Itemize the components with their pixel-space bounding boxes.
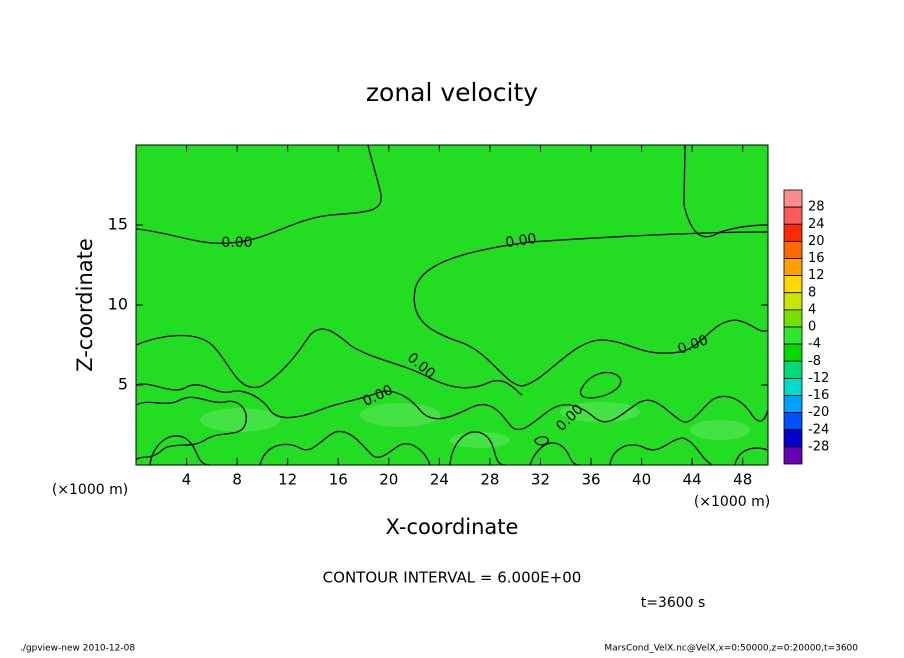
contour-label: 0.00 bbox=[504, 231, 537, 251]
x-unit: (×1000 m) bbox=[52, 482, 128, 498]
footer-left: ./gpview-new 2010-12-08 bbox=[20, 644, 135, 654]
colorbar-label: 4 bbox=[808, 302, 816, 317]
patch bbox=[690, 420, 750, 440]
patch bbox=[200, 408, 280, 432]
contour-interval: CONTOUR INTERVAL = 6.000E+00 bbox=[323, 569, 582, 587]
colorbar-box bbox=[783, 343, 803, 362]
y-tick-label: 15 bbox=[108, 215, 128, 234]
colorbar-box bbox=[783, 326, 803, 345]
contour-line bbox=[135, 396, 247, 461]
colorbar-box bbox=[783, 429, 803, 448]
contour-line bbox=[135, 383, 769, 431]
colorbar-label: -20 bbox=[808, 405, 829, 420]
x-tick-label: 28 bbox=[480, 471, 499, 489]
contours bbox=[135, 144, 769, 466]
colorbar-box bbox=[783, 395, 803, 414]
contour-line bbox=[413, 231, 769, 387]
colorbar-label: 20 bbox=[808, 234, 825, 249]
colorbar-label: 16 bbox=[808, 251, 825, 266]
colorbar-label: -8 bbox=[808, 354, 821, 369]
x-tick-label: 48 bbox=[733, 471, 752, 489]
colorbar-box bbox=[783, 377, 803, 396]
colorbar-label: -12 bbox=[808, 371, 829, 386]
contour-line bbox=[534, 436, 549, 446]
x-tick-label: 40 bbox=[632, 471, 651, 489]
colorbar-box bbox=[783, 412, 803, 431]
patch bbox=[560, 402, 640, 422]
x-tick-label: 44 bbox=[683, 471, 702, 489]
x-tick-label: 32 bbox=[531, 471, 550, 489]
colorbar-label: -4 bbox=[808, 337, 821, 352]
colorbar-label: -24 bbox=[808, 422, 829, 437]
footer-right: MarsCond_VelX.nc@VelX,x=0:50000,z=0:2000… bbox=[604, 644, 858, 654]
x-tick-label: 4 bbox=[182, 471, 192, 489]
chart-title: zonal velocity bbox=[366, 78, 538, 107]
colorbar-label: 8 bbox=[808, 285, 816, 300]
contour-line bbox=[135, 328, 523, 396]
y-axis-label: Z-coordinate bbox=[73, 238, 97, 372]
x-tick-label: 8 bbox=[232, 471, 242, 489]
x-tick-label: 20 bbox=[379, 471, 398, 489]
patch bbox=[450, 432, 510, 448]
colorbar-box bbox=[783, 446, 803, 465]
colorbar-box bbox=[783, 240, 803, 259]
contour-line bbox=[135, 144, 382, 245]
colorbar-box bbox=[783, 275, 803, 294]
colorbar-label: -28 bbox=[808, 439, 829, 454]
colorbar-box bbox=[783, 206, 803, 225]
colorbar-box bbox=[783, 309, 803, 328]
x-tick-label: 36 bbox=[581, 471, 600, 489]
colorbar-box bbox=[783, 292, 803, 311]
colorbar-label: 28 bbox=[808, 200, 825, 215]
x-unit-right: (×1000 m) bbox=[694, 494, 770, 510]
x-tick-label: 12 bbox=[278, 471, 297, 489]
colorbar-box bbox=[783, 360, 803, 379]
contour-label: 0.00 bbox=[221, 235, 252, 251]
colorbar-box bbox=[783, 223, 803, 242]
colorbar-label: -16 bbox=[808, 388, 829, 403]
contour-line bbox=[149, 430, 769, 466]
x-axis-label: X-coordinate bbox=[386, 515, 519, 539]
colorbar-box bbox=[783, 258, 803, 277]
y-tick-label: 10 bbox=[108, 295, 128, 314]
time-label: t=3600 s bbox=[641, 595, 706, 611]
x-tick-label: 16 bbox=[329, 471, 348, 489]
colorbar-label: 0 bbox=[808, 320, 816, 335]
contour-line bbox=[579, 371, 622, 399]
x-tick-label: 24 bbox=[430, 471, 449, 489]
colorbar-box bbox=[783, 189, 803, 208]
y-tick-label: 5 bbox=[118, 375, 128, 394]
colorbar-label: 24 bbox=[808, 217, 825, 232]
colorbar-label: 12 bbox=[808, 268, 825, 283]
